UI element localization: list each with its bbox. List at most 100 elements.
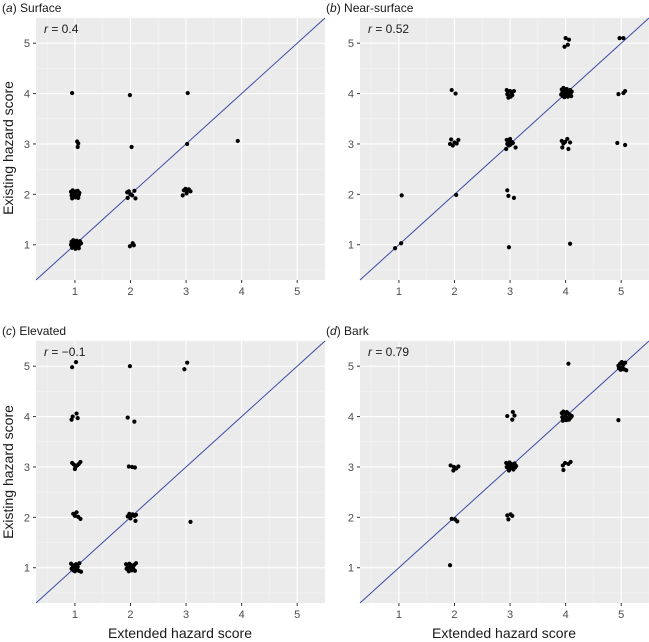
data-point [567,140,573,145]
y-tick-label: 3 [348,139,354,151]
panel-ticks: 1 2 3 4 5 1 2 3 4 5 [24,361,300,621]
y-tick-label: 4 [348,89,354,101]
data-point [392,246,398,251]
data-point [133,512,139,517]
correlation-label: r = 0.79 [368,345,409,359]
data-point [455,519,460,524]
data-point [506,193,511,198]
x-tick-label: 5 [618,609,624,621]
panel-bark: 1 2 3 4 5 1 2 3 4 5 (d) Bark r = 0.79 [326,324,649,621]
data-point [566,146,571,152]
y-tick-label: 5 [24,361,30,373]
data-point [506,517,511,522]
data-point [506,95,511,100]
y-tick-label: 2 [348,512,354,524]
data-point [132,419,137,424]
data-point [563,36,568,41]
panel-elevated: 1 2 3 4 5 1 2 3 4 5 (c) Elevated r = −0.1 [2,324,326,621]
x-tick-label: 3 [183,286,189,298]
x-tick-label: 2 [127,609,133,621]
data-point [185,360,190,365]
data-point [448,463,453,468]
data-point [617,36,622,41]
data-point [77,561,82,566]
r-value: = 0.4 [51,22,78,36]
data-point [565,42,570,47]
x-tick-label: 2 [451,286,457,298]
y-tick-label: 1 [24,240,30,252]
data-point [127,364,133,369]
data-point [188,519,193,524]
data-point [70,90,75,96]
panel-points [447,360,629,568]
x-tick-label: 3 [183,609,189,621]
data-point [69,417,74,422]
data-point [569,93,574,99]
data-point [185,141,190,147]
y-tick-label: 5 [348,361,354,373]
data-point [566,37,572,42]
data-point [510,417,515,422]
data-point [561,467,566,473]
data-point [564,418,569,423]
r-symbol: r [368,22,373,36]
identity-line [35,17,326,281]
data-point [127,92,133,98]
data-point [125,415,130,420]
data-point [126,569,131,574]
data-point [505,413,510,419]
y-tick-label: 4 [24,89,30,101]
data-point [560,418,565,423]
y-tick-label: 1 [348,563,354,575]
data-point [78,569,84,574]
panel-name: Surface [20,1,62,15]
panel-name: Bark [344,324,370,338]
data-point [512,465,518,470]
data-point [506,245,512,250]
data-point [447,563,453,568]
panel-points [68,90,240,251]
panel-title: (b) Near-surface [326,1,414,15]
y-tick-label: 4 [24,412,30,424]
data-point [73,360,79,365]
data-point [567,241,573,246]
data-point [510,513,515,518]
data-point [71,564,76,569]
x-tick-label: 2 [127,286,133,298]
data-point [76,246,81,251]
data-point [623,360,628,365]
data-point [125,195,130,200]
y-axis-title-bottom: Existing hazard score [0,405,16,539]
data-point [399,193,404,198]
data-point [454,141,459,146]
data-point [513,145,518,150]
data-point [510,409,515,415]
data-point [131,243,136,248]
data-point [456,137,461,143]
y-tick-label: 2 [24,512,30,524]
x-tick-label: 1 [72,286,78,298]
data-point [506,468,512,473]
panel-letter: b [330,1,337,15]
x-tick-label: 2 [451,609,457,621]
data-point [505,513,510,518]
data-point [616,91,621,97]
x-tick-label: 1 [72,609,78,621]
data-point [188,189,193,194]
r-value: = 0.79 [375,345,409,359]
data-point [75,144,80,150]
x-tick-label: 4 [563,286,569,298]
data-point [76,195,81,200]
data-point [127,244,133,249]
data-point [569,413,574,419]
y-tick-label: 3 [24,139,30,151]
data-point [615,140,620,146]
panel-points [68,360,193,574]
x-tick-label: 1 [396,609,402,621]
data-point [616,418,621,423]
data-point [562,139,568,145]
data-point [132,465,138,470]
r-value: = 0.52 [375,22,409,36]
x-axis-title-left: Extended hazard score [108,625,252,641]
